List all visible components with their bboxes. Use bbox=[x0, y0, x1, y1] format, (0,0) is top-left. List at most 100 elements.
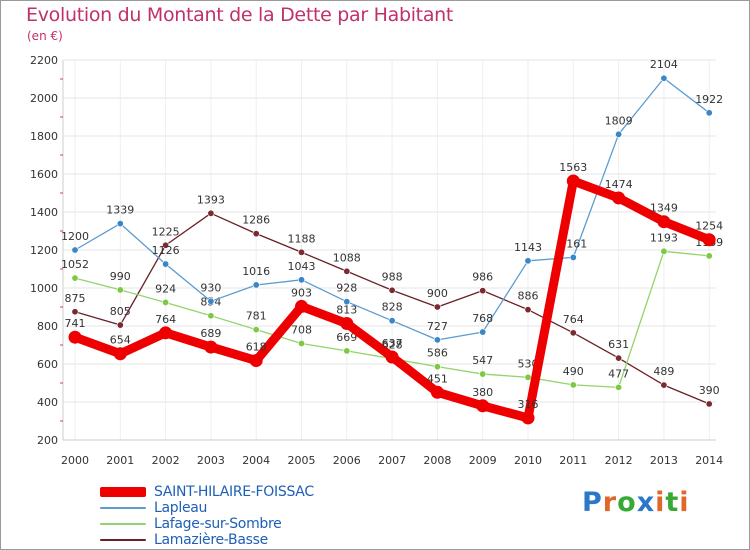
data-point bbox=[71, 246, 79, 254]
logo-letter: t bbox=[665, 487, 680, 518]
data-label: 988 bbox=[382, 270, 403, 283]
data-point bbox=[657, 215, 671, 229]
legend-item: SAINT-HILAIRE-FOISSAC bbox=[100, 484, 314, 500]
x-tick-label: 2002 bbox=[152, 454, 180, 467]
data-label: 1809 bbox=[605, 114, 633, 127]
data-point bbox=[252, 230, 260, 238]
data-point bbox=[615, 130, 623, 138]
data-point bbox=[297, 276, 305, 284]
data-label: 875 bbox=[65, 292, 86, 305]
data-point bbox=[569, 381, 577, 389]
data-label: 1193 bbox=[650, 231, 678, 244]
data-point bbox=[385, 350, 399, 364]
data-label: 886 bbox=[518, 290, 539, 303]
data-point bbox=[71, 274, 79, 282]
logo-letter: x bbox=[636, 487, 656, 518]
data-point bbox=[116, 286, 124, 294]
data-point bbox=[660, 74, 668, 82]
data-point bbox=[612, 191, 626, 205]
data-label: 1474 bbox=[605, 178, 633, 191]
logo-letter: r bbox=[602, 487, 618, 518]
data-point bbox=[705, 400, 713, 408]
data-label: 727 bbox=[427, 320, 448, 333]
data-label: 1922 bbox=[695, 93, 723, 106]
data-point bbox=[479, 370, 487, 378]
x-tick-label: 2013 bbox=[650, 454, 678, 467]
data-label: 1254 bbox=[695, 220, 723, 233]
data-label: 618 bbox=[246, 341, 267, 354]
data-point bbox=[702, 233, 716, 247]
data-label: 708 bbox=[291, 323, 312, 336]
y-tick-label: 1400 bbox=[30, 206, 58, 219]
data-point bbox=[479, 287, 487, 295]
data-label: 1126 bbox=[152, 244, 180, 257]
data-label: 828 bbox=[382, 301, 403, 314]
x-tick-label: 2000 bbox=[61, 454, 89, 467]
data-point bbox=[162, 298, 170, 306]
data-label: 1225 bbox=[152, 225, 180, 238]
data-label: 990 bbox=[110, 270, 131, 283]
data-point bbox=[162, 260, 170, 268]
legend-swatch bbox=[100, 523, 146, 525]
data-point bbox=[615, 354, 623, 362]
data-point bbox=[705, 109, 713, 117]
data-label: 1043 bbox=[288, 260, 316, 273]
data-point bbox=[566, 174, 580, 188]
data-point bbox=[295, 299, 308, 313]
data-point bbox=[162, 241, 170, 249]
data-label: 489 bbox=[653, 365, 674, 378]
data-point bbox=[252, 281, 260, 289]
data-point bbox=[207, 297, 215, 305]
y-tick-label: 1800 bbox=[30, 130, 58, 143]
data-point bbox=[569, 329, 577, 337]
data-point bbox=[343, 347, 351, 355]
data-label: 928 bbox=[336, 282, 357, 295]
x-tick-label: 2014 bbox=[695, 454, 723, 467]
data-label: 1088 bbox=[333, 251, 361, 264]
data-label: 924 bbox=[155, 282, 176, 295]
logo-letter: P bbox=[582, 487, 603, 518]
data-label: 1188 bbox=[288, 232, 316, 245]
logo-letter: o bbox=[617, 487, 637, 518]
data-point bbox=[660, 247, 668, 255]
x-tick-label: 2010 bbox=[514, 454, 542, 467]
data-label: 1286 bbox=[242, 214, 270, 227]
data-label: 1200 bbox=[61, 230, 89, 243]
logo-letter: i bbox=[655, 487, 666, 518]
data-point bbox=[113, 347, 127, 361]
data-point bbox=[297, 339, 305, 347]
data-label: 547 bbox=[472, 354, 493, 367]
data-label: 768 bbox=[472, 312, 493, 325]
data-label: 490 bbox=[563, 365, 584, 378]
data-label: 781 bbox=[246, 310, 267, 323]
y-tick-label: 1000 bbox=[30, 282, 58, 295]
legend-label: Lafage-sur-Sombre bbox=[154, 516, 282, 532]
data-label: 654 bbox=[110, 334, 131, 347]
data-point bbox=[116, 220, 124, 228]
y-tick-label: 1200 bbox=[30, 244, 58, 257]
data-label: 1052 bbox=[61, 258, 89, 271]
data-point bbox=[204, 340, 218, 354]
x-tick-label: 2004 bbox=[242, 454, 270, 467]
data-label: 1393 bbox=[197, 193, 225, 206]
data-label: 669 bbox=[336, 331, 357, 344]
x-tick-label: 2003 bbox=[197, 454, 225, 467]
legend-label: Lamazière-Basse bbox=[154, 532, 268, 548]
data-label: 903 bbox=[291, 286, 312, 299]
data-label: 390 bbox=[699, 384, 720, 397]
data-point bbox=[524, 257, 532, 265]
data-label: 813 bbox=[336, 304, 357, 317]
data-label: 1339 bbox=[106, 204, 134, 217]
data-point bbox=[569, 253, 577, 261]
data-point bbox=[433, 336, 441, 344]
data-point bbox=[297, 248, 305, 256]
legend-label: SAINT-HILAIRE-FOISSAC bbox=[154, 484, 314, 500]
chart-title: Evolution du Montant de la Dette par Hab… bbox=[26, 4, 454, 26]
data-point bbox=[433, 363, 441, 371]
data-point bbox=[207, 209, 215, 217]
legend-item: Lapleau bbox=[100, 500, 314, 516]
y-tick-label: 600 bbox=[37, 358, 58, 371]
data-point bbox=[116, 321, 124, 329]
legend-label: Lapleau bbox=[154, 500, 208, 516]
